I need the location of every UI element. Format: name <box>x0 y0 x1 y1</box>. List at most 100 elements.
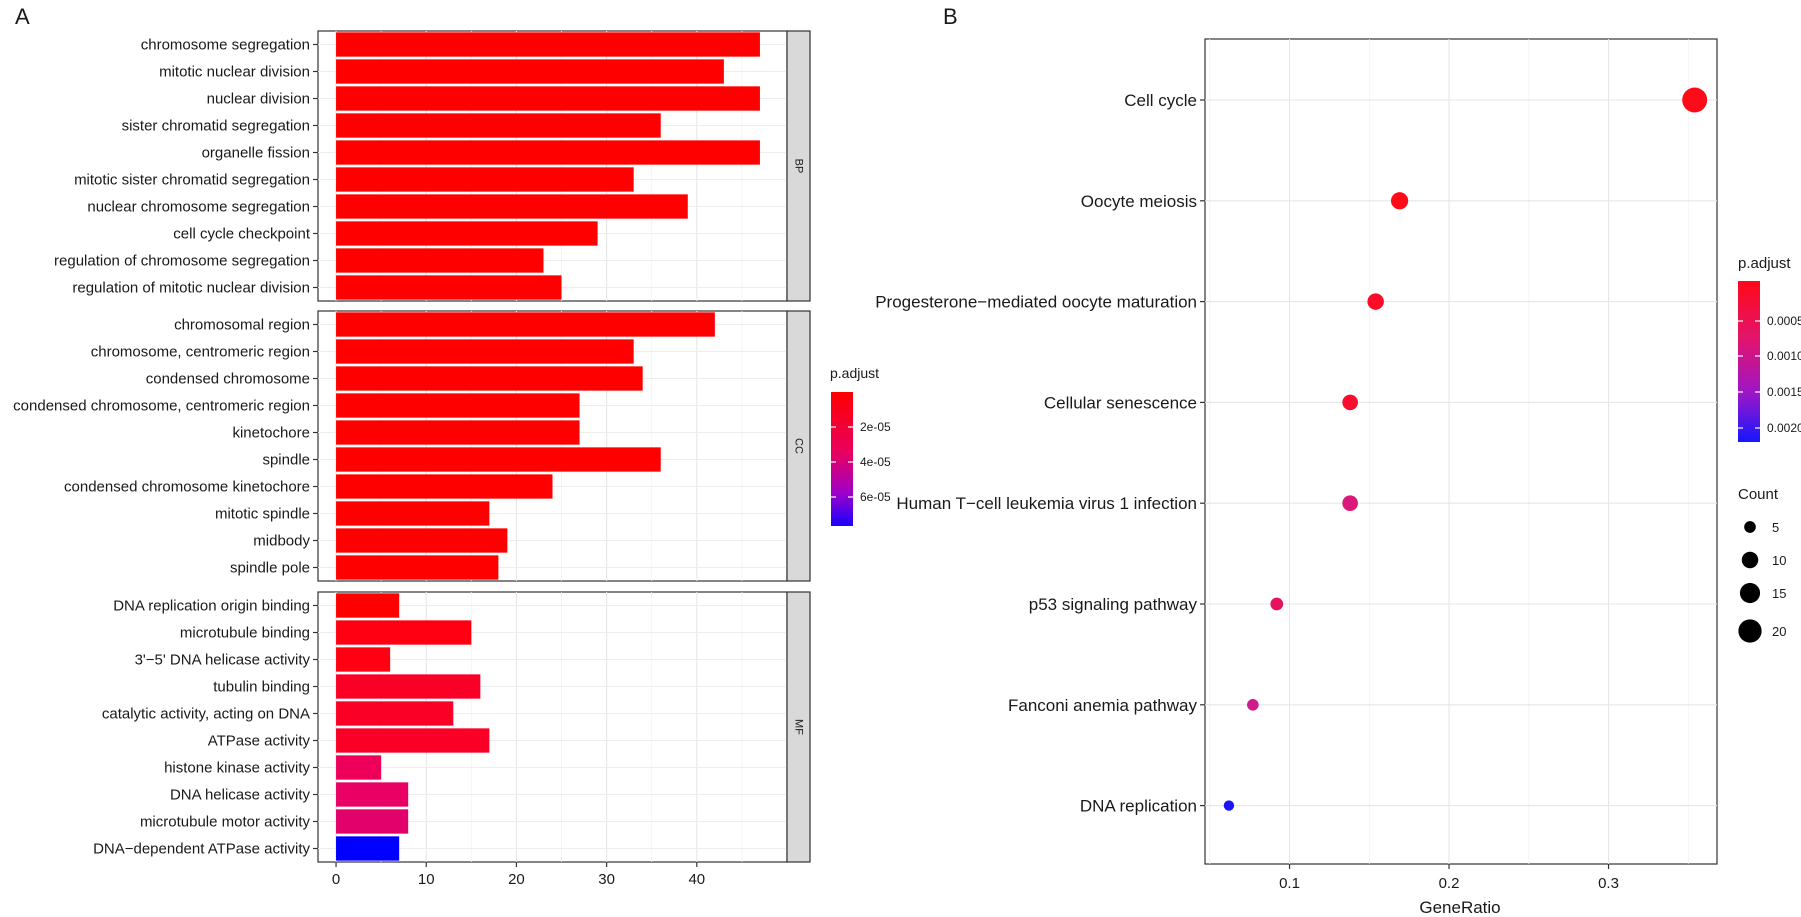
facet-strip <box>786 310 811 582</box>
data-point <box>1223 800 1235 811</box>
bar-label: condensed chromosome <box>146 371 310 388</box>
color-legend: p.adjust 0.0005 0.0010 0.0015 0.0020 <box>1738 255 1801 442</box>
bar-label: kinetochore <box>232 425 310 442</box>
bar <box>336 701 454 726</box>
bar-label: nuclear chromosome segregation <box>87 199 310 216</box>
bar <box>336 86 760 111</box>
bar <box>336 836 400 861</box>
x-tick-label: 30 <box>598 871 615 888</box>
bar <box>336 501 490 526</box>
x-tick-label: 0.3 <box>1598 875 1619 892</box>
go-bar-panel: A chromosome segregation mitotic nuclear … <box>13 4 891 888</box>
legend-title: p.adjust <box>1738 255 1791 272</box>
facet-strip-label: MF <box>793 719 805 735</box>
y-axis: Cell cycle Oocyte meiosis Progesterone−med… <box>875 91 1205 816</box>
bar <box>336 620 472 645</box>
x-axis-label: GeneRatio <box>1419 898 1500 917</box>
data-point <box>1367 293 1384 310</box>
bar <box>336 248 544 273</box>
point-label: Progesterone−mediated oocyte maturation <box>875 293 1197 312</box>
data-point <box>1247 698 1259 711</box>
bar <box>336 474 553 499</box>
data-point <box>1342 495 1358 512</box>
legend-colorbar <box>831 392 853 526</box>
facet-strip-label: BP <box>793 159 805 174</box>
bar <box>336 221 598 246</box>
bar <box>336 674 481 699</box>
bar-label: tubulin binding <box>213 679 310 696</box>
bar <box>336 194 688 219</box>
facet-mf: DNA replication origin binding microtubul… <box>93 591 811 863</box>
data-point <box>1270 597 1284 611</box>
bar-label: condensed chromosome, centromeric region <box>13 398 310 415</box>
facet-strip <box>786 591 811 863</box>
bar <box>336 140 760 165</box>
bar <box>336 809 409 834</box>
legend-size-key <box>1741 551 1759 569</box>
bar <box>336 528 508 553</box>
bar-label: regulation of mitotic nuclear division <box>72 280 310 297</box>
bar <box>336 366 643 391</box>
bar <box>336 312 715 337</box>
point-label: Cellular senescence <box>1044 393 1197 412</box>
bar-label: sister chromatid segregation <box>122 118 310 135</box>
bar <box>336 393 580 418</box>
legend-tick-label: 0.0020 <box>1767 421 1801 435</box>
bar <box>336 113 661 138</box>
panel-b-label: B <box>943 4 958 29</box>
legend-title: Count <box>1738 486 1779 503</box>
bar <box>336 32 760 57</box>
legend-size-label: 20 <box>1772 624 1786 639</box>
bar-label: catalytic activity, acting on DNA <box>102 706 310 723</box>
bar-label: chromosome segregation <box>141 37 310 54</box>
bar-label: spindle <box>262 452 310 469</box>
point-label: Fanconi anemia pathway <box>1008 696 1198 715</box>
bar-label: cell cycle checkpoint <box>173 226 311 243</box>
bar-label: histone kinase activity <box>164 760 310 777</box>
bar <box>336 755 382 780</box>
legend-size-label: 15 <box>1772 586 1786 601</box>
bar <box>336 555 499 580</box>
bar-label: nuclear division <box>207 91 310 108</box>
facet-cc: chromosomal region chromosome, centromeri… <box>13 310 811 582</box>
legend-colorbar <box>1738 281 1760 442</box>
legend-tick-label: 4e-05 <box>860 455 891 469</box>
bar-label: DNA replication origin binding <box>113 598 310 615</box>
x-tick-label: 40 <box>688 871 705 888</box>
bar <box>336 728 490 753</box>
bar-label: regulation of chromosome segregation <box>54 253 310 270</box>
x-tick-label: 0.2 <box>1439 875 1460 892</box>
bar-label: chromosomal region <box>174 317 310 334</box>
point-label: Oocyte meiosis <box>1081 192 1197 211</box>
legend-size-label: 10 <box>1772 553 1786 568</box>
bar-label: spindle pole <box>230 560 310 577</box>
point-label: DNA replication <box>1080 797 1197 816</box>
facet-strip <box>786 30 811 302</box>
bar-label: 3'−5' DNA helicase activity <box>135 652 311 669</box>
bar-label: microtubule binding <box>180 625 310 642</box>
kegg-dot-panel: B Cell cycle Oocyte meiosis Progesterone−m… <box>875 4 1801 917</box>
bar-label: ATPase activity <box>208 733 311 750</box>
size-legend: Count 5 10 15 20 <box>1738 486 1786 643</box>
bar-label: mitotic spindle <box>215 506 310 523</box>
bar-label: mitotic nuclear division <box>159 64 310 81</box>
bar-label: mitotic sister chromatid segregation <box>74 172 310 189</box>
bar-label: chromosome, centromeric region <box>91 344 310 361</box>
facet-strip-label: CC <box>793 438 805 454</box>
bar-label: DNA helicase activity <box>170 787 311 804</box>
bar <box>336 339 634 364</box>
legend-size-key <box>1738 619 1762 643</box>
x-tick-label: 0.1 <box>1279 875 1300 892</box>
legend-tick-label: 2e-05 <box>860 420 891 434</box>
legend-tick-label: 0.0015 <box>1767 385 1801 399</box>
x-axis: 0.1 0.2 0.3 <box>1279 864 1619 892</box>
bar-label: microtubule motor activity <box>140 814 311 831</box>
facet-group: chromosome segregation mitotic nuclear di… <box>13 30 811 863</box>
bar <box>336 782 409 807</box>
point-label: Human T−cell leukemia virus 1 infection <box>896 494 1197 513</box>
gridlines <box>1205 39 1717 864</box>
data-point <box>1390 192 1409 210</box>
x-tick-label: 10 <box>418 871 435 888</box>
legend-size-key <box>1744 521 1756 533</box>
